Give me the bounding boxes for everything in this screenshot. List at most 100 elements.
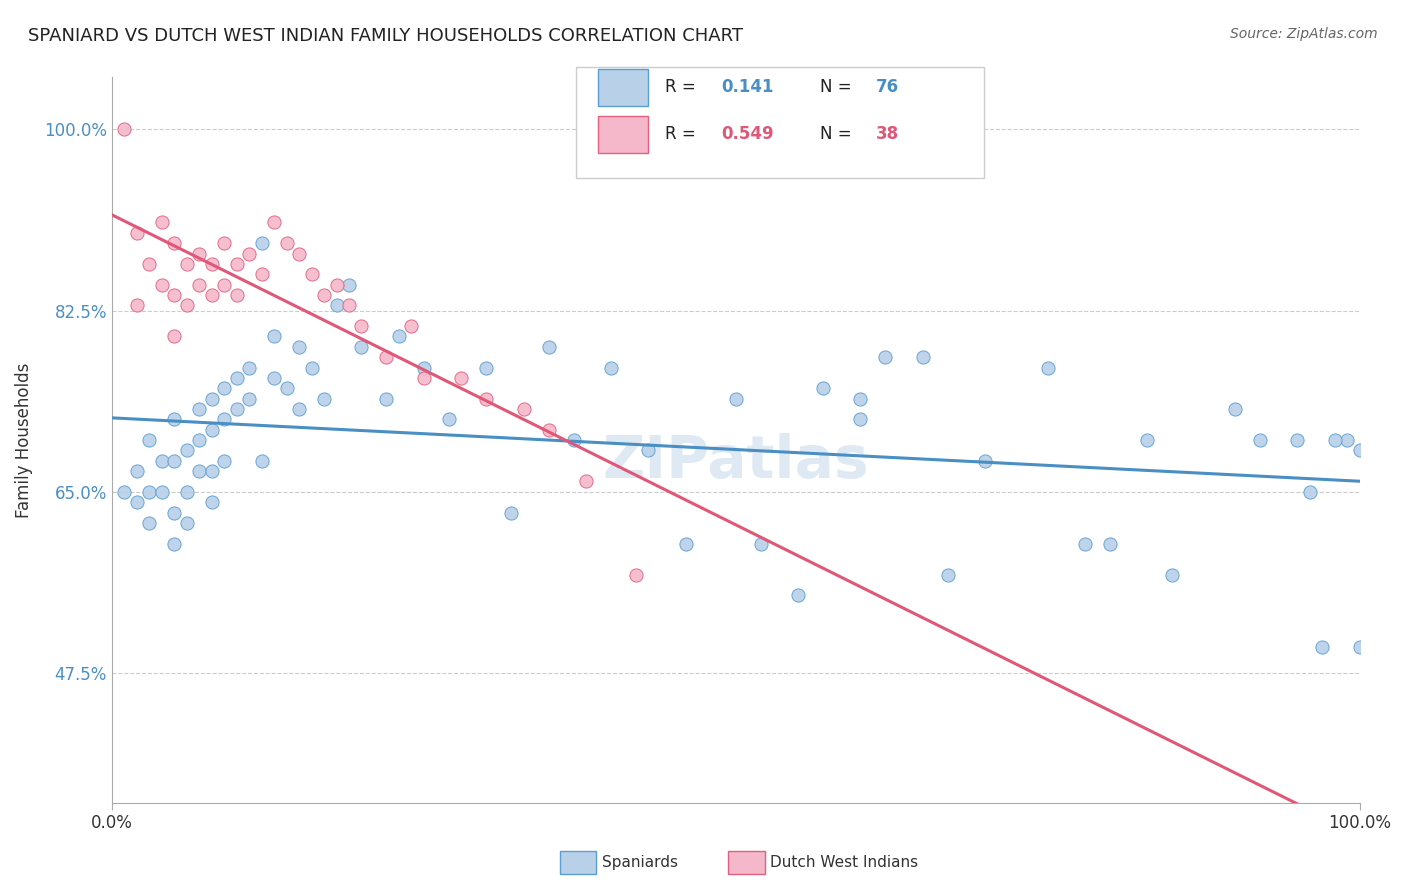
Point [375, 350, 398, 364]
Point [475, 392, 498, 406]
Point [163, 412, 186, 426]
Point [225, 371, 247, 385]
Point [600, 360, 623, 375]
Point [188, 433, 211, 447]
Point [575, 475, 598, 489]
Point [562, 433, 585, 447]
Point [114, 122, 136, 136]
Point [138, 433, 160, 447]
Point [125, 464, 148, 478]
Point [176, 298, 198, 312]
Point [163, 329, 186, 343]
Point [475, 360, 498, 375]
Text: SPANIARD VS DUTCH WEST INDIAN FAMILY HOUSEHOLDS CORRELATION CHART: SPANIARD VS DUTCH WEST INDIAN FAMILY HOU… [28, 27, 744, 45]
Point [238, 360, 260, 375]
Point [1223, 401, 1246, 416]
Point [1161, 567, 1184, 582]
Point [875, 350, 897, 364]
Point [911, 350, 934, 364]
Point [724, 392, 747, 406]
Point [138, 257, 160, 271]
Point [225, 401, 247, 416]
Point [176, 443, 198, 458]
Point [312, 288, 335, 302]
Text: Source: ZipAtlas.com: Source: ZipAtlas.com [1230, 27, 1378, 41]
Point [238, 246, 260, 260]
Point [225, 257, 247, 271]
Point [212, 381, 235, 395]
Point [114, 484, 136, 499]
Point [337, 277, 360, 292]
Point [312, 392, 335, 406]
Point [437, 412, 460, 426]
Point [301, 267, 323, 281]
Point [212, 236, 235, 251]
Point [250, 267, 273, 281]
Point [201, 392, 224, 406]
Point [624, 567, 647, 582]
Point [263, 371, 285, 385]
Point [1310, 640, 1333, 655]
Point [1298, 484, 1320, 499]
Point [1323, 433, 1346, 447]
Point [201, 423, 224, 437]
Point [176, 484, 198, 499]
Text: ZIPatlas: ZIPatlas [602, 434, 869, 491]
Point [238, 392, 260, 406]
Point [787, 588, 810, 602]
Point [974, 454, 997, 468]
Point [250, 454, 273, 468]
Point [263, 329, 285, 343]
Point [163, 536, 186, 550]
Point [1348, 640, 1371, 655]
Point [1074, 536, 1097, 550]
Point [1036, 360, 1059, 375]
Point [637, 443, 659, 458]
Point [512, 401, 534, 416]
Point [401, 319, 423, 334]
Point [1136, 433, 1159, 447]
Point [263, 215, 285, 229]
Point [201, 288, 224, 302]
Point [138, 484, 160, 499]
Point [201, 495, 224, 509]
Point [125, 495, 148, 509]
Point [849, 392, 872, 406]
Text: 76: 76 [876, 78, 898, 96]
Point [188, 246, 211, 260]
Text: 38: 38 [876, 126, 898, 144]
Point [675, 536, 697, 550]
Y-axis label: Family Households: Family Households [15, 362, 32, 517]
Point [150, 484, 173, 499]
Point [501, 506, 523, 520]
Point [537, 423, 560, 437]
Point [188, 464, 211, 478]
Point [1098, 536, 1121, 550]
Point [125, 298, 148, 312]
Point [188, 401, 211, 416]
Point [412, 360, 434, 375]
Point [163, 506, 186, 520]
Point [163, 236, 186, 251]
Point [412, 371, 434, 385]
Point [301, 360, 323, 375]
Point [188, 277, 211, 292]
Text: 0.549: 0.549 [721, 126, 773, 144]
Point [212, 412, 235, 426]
Point [201, 257, 224, 271]
Text: N =: N = [820, 126, 856, 144]
Point [350, 340, 373, 354]
Point [450, 371, 472, 385]
Point [749, 536, 772, 550]
Text: Spaniards: Spaniards [602, 855, 678, 870]
Text: 0.141: 0.141 [721, 78, 773, 96]
Point [350, 319, 373, 334]
Point [125, 226, 148, 240]
Point [163, 288, 186, 302]
Point [276, 236, 298, 251]
Point [1348, 443, 1371, 458]
Point [337, 298, 360, 312]
Point [849, 412, 872, 426]
Point [288, 246, 311, 260]
Point [1286, 433, 1309, 447]
